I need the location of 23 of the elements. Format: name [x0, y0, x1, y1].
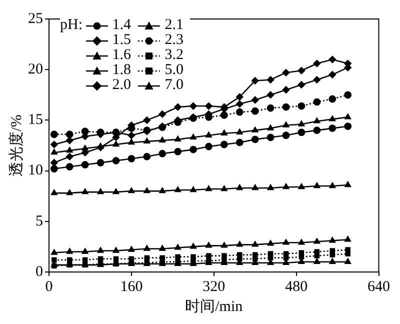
legend-label: 1.8 — [112, 62, 131, 78]
legend-label: 7.0 — [164, 77, 184, 93]
y-tick-label: 5 — [36, 213, 43, 230]
legend-label: 2.0 — [112, 77, 131, 93]
y-tick-label: 20 — [28, 62, 43, 78]
legend-label: 1.5 — [112, 32, 131, 48]
legend-label: 5.0 — [164, 62, 184, 78]
legend-title: pH: — [60, 17, 82, 35]
y-tick-label: 0 — [36, 264, 43, 280]
x-tick-label: 640 — [368, 278, 390, 295]
x-axis-title: 时间/min — [185, 298, 244, 315]
y-tick-label: 15 — [28, 112, 43, 128]
legend-label: 2.1 — [164, 17, 184, 33]
legend-label: 2.3 — [164, 32, 184, 48]
x-tick-label: 320 — [202, 278, 226, 295]
y-axis-title: 透光度/% — [8, 114, 25, 176]
legend-label: 1.6 — [112, 47, 131, 63]
legend-label: 3.2 — [164, 47, 184, 63]
x-tick-label: 480 — [285, 278, 308, 295]
y-tick-label: 10 — [28, 162, 43, 179]
x-tick-label: 160 — [120, 278, 143, 295]
legend-label: 1.4 — [112, 17, 131, 33]
y-tick-label: 25 — [28, 10, 43, 27]
